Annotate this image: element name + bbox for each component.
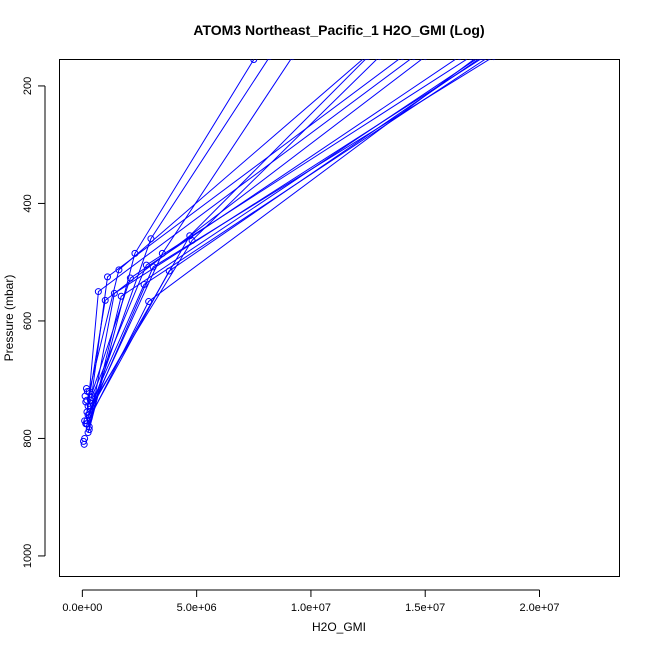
x-tick-label: 1.5e+07 bbox=[405, 602, 445, 614]
data-point bbox=[457, 59, 462, 61]
data-point bbox=[400, 59, 405, 61]
data-point bbox=[478, 59, 482, 61]
series-line bbox=[89, 59, 366, 410]
data-point bbox=[131, 249, 139, 257]
series-line bbox=[91, 59, 457, 395]
series-line bbox=[86, 59, 475, 425]
series-line bbox=[88, 59, 491, 416]
data-point bbox=[117, 292, 125, 300]
data-point bbox=[140, 281, 148, 289]
data-point bbox=[377, 59, 382, 61]
data-point bbox=[480, 59, 485, 61]
data-point bbox=[469, 59, 473, 61]
y-axis: 200 400 600 800 1000 bbox=[22, 77, 46, 568]
data-point bbox=[80, 437, 87, 445]
x-axis-label: H2O_GMI bbox=[312, 620, 366, 634]
data-point bbox=[83, 396, 91, 404]
series-line bbox=[89, 59, 468, 401]
data-point bbox=[84, 429, 92, 437]
data-point bbox=[81, 392, 89, 400]
data-point bbox=[158, 249, 166, 257]
data-point bbox=[165, 267, 173, 275]
x-tick-label: 2.0e+07 bbox=[519, 602, 559, 614]
data-point bbox=[115, 266, 123, 274]
data-point bbox=[94, 288, 102, 296]
series-line bbox=[88, 59, 364, 392]
series-line bbox=[87, 59, 411, 407]
data-point bbox=[81, 417, 89, 425]
plot-points bbox=[80, 59, 496, 448]
chart-title: ATOM3 Northeast_Pacific_1 H2O_GMI (Log) bbox=[193, 22, 484, 38]
x-axis: 0.0e+00 5.0e+06 1.0e+07 1.5e+07 2.0e+07 bbox=[62, 589, 560, 614]
data-point bbox=[188, 236, 196, 244]
data-point bbox=[149, 263, 157, 271]
data-point bbox=[145, 298, 153, 306]
data-point bbox=[411, 59, 416, 61]
series-line bbox=[92, 59, 378, 404]
data-point bbox=[366, 59, 370, 61]
data-point bbox=[491, 59, 496, 61]
data-point bbox=[290, 59, 295, 61]
data-point bbox=[80, 440, 88, 448]
data-point bbox=[142, 261, 150, 269]
plot-series bbox=[86, 59, 491, 433]
data-point bbox=[475, 59, 480, 61]
data-point bbox=[423, 59, 428, 61]
y-tick-label: 1000 bbox=[22, 544, 34, 568]
series-line bbox=[91, 59, 400, 398]
series-line bbox=[88, 59, 481, 427]
data-point bbox=[85, 411, 93, 419]
series-line bbox=[88, 59, 255, 430]
data-point bbox=[126, 274, 134, 282]
series-line bbox=[86, 59, 269, 421]
series-line bbox=[87, 59, 477, 433]
y-tick-label: 200 bbox=[22, 77, 34, 95]
data-point bbox=[482, 59, 487, 61]
data-point bbox=[86, 402, 94, 410]
data-point bbox=[147, 235, 155, 243]
data-point bbox=[104, 273, 111, 281]
data-point bbox=[363, 59, 368, 61]
y-tick-label: 800 bbox=[22, 429, 34, 447]
series-line bbox=[86, 59, 423, 413]
y-axis-label: Pressure (mbar) bbox=[2, 275, 16, 362]
data-point bbox=[82, 385, 90, 392]
y-tick-label: 600 bbox=[22, 312, 34, 330]
data-point bbox=[487, 59, 492, 61]
data-point bbox=[110, 289, 118, 297]
x-tick-label: 0.0e+00 bbox=[62, 602, 102, 614]
x-tick-label: 5.0e+06 bbox=[177, 602, 217, 614]
data-point bbox=[267, 59, 272, 61]
data-point bbox=[101, 296, 109, 304]
x-tick-label: 1.0e+07 bbox=[291, 602, 331, 614]
series-line bbox=[89, 59, 486, 407]
y-tick-label: 400 bbox=[22, 194, 34, 212]
data-point bbox=[250, 59, 258, 63]
plot-frame bbox=[59, 59, 620, 577]
